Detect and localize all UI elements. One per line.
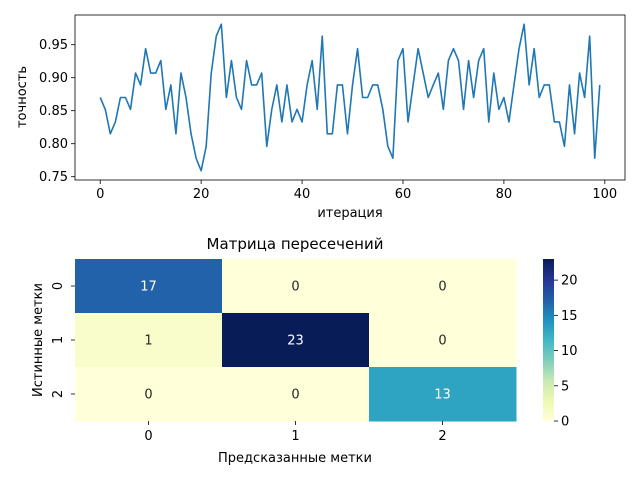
line-chart-x-tick-label: 100 (592, 187, 617, 202)
line-chart-x-tick-label: 20 (193, 187, 210, 202)
heatmap-cell (369, 259, 517, 314)
heatmap-cell-label: 0 (144, 388, 152, 403)
line-chart-x-tick-label: 0 (96, 187, 104, 202)
heatmap-x-axis: 0 1 2 (144, 421, 447, 444)
line-chart-y-tick-label: 0.80 (39, 137, 68, 152)
heatmap-y-tick-label: 1 (51, 336, 66, 344)
colorbar-tick-label: 10 (561, 344, 578, 359)
line-chart-x-label: итерация (317, 206, 382, 221)
line-chart-y-label: точность (15, 66, 30, 128)
line-chart-x-tick-label: 80 (496, 187, 513, 202)
line-chart-x-axis: 0 20 40 60 80 100 (96, 180, 617, 202)
heatmap-y-label: Истинные метки (31, 283, 46, 397)
heatmap-y-axis: 0 1 2 (51, 282, 75, 398)
colorbar-tick-label: 0 (561, 415, 569, 430)
colorbar-tick-label: 15 (561, 309, 578, 324)
line-chart-y-tick-label: 0.95 (39, 38, 68, 53)
heatmap-y-tick-label: 0 (51, 282, 66, 290)
line-chart-x-tick-label: 40 (294, 187, 311, 202)
heatmap-cell-label: 0 (438, 280, 446, 295)
line-chart-x-tick-label: 60 (395, 187, 412, 202)
colorbar-axis: 0 5 10 15 20 (554, 274, 578, 430)
line-chart-y-tick-label: 0.90 (39, 71, 68, 86)
heatmap-cell-label: 1 (144, 334, 152, 349)
heatmap-cell-label: 23 (287, 334, 304, 349)
colorbar-tick-label: 5 (561, 379, 569, 394)
heatmap-cell (75, 259, 223, 314)
heatmap-cell-label: 0 (291, 280, 299, 295)
heatmap-cell (222, 367, 370, 422)
colorbar-tick-label: 20 (561, 274, 578, 289)
heatmap-cell (369, 313, 517, 368)
heatmap-x-label: Предсказанные метки (218, 451, 372, 466)
heatmap-cell (75, 313, 223, 368)
heatmap-x-tick-label: 1 (291, 429, 299, 444)
heatmap-x-tick-label: 0 (144, 429, 152, 444)
heatmap-cell (222, 259, 370, 314)
heatmap-cell (222, 313, 370, 368)
line-chart-plot-area (74, 14, 626, 181)
line-series-accuracy (99, 23, 601, 172)
heatmap-cell-label: 17 (140, 280, 157, 295)
heatmap-cells (75, 259, 517, 422)
line-chart-y-axis: 0.75 0.80 0.85 0.90 0.95 (39, 38, 75, 185)
colorbar (543, 259, 554, 421)
line-chart: 0 20 40 60 80 100 0.75 0.80 0.85 0.90 0.95 итерац… (15, 14, 626, 221)
heatmap-cell (75, 367, 223, 422)
heatmap-x-tick-label: 2 (438, 429, 446, 444)
heatmap-title: Матрица пересечений (207, 235, 384, 253)
line-chart-y-tick-label: 0.85 (39, 104, 68, 119)
heatmap-cell-label: 0 (291, 388, 299, 403)
line-chart-y-tick-label: 0.75 (39, 170, 68, 185)
heatmap-cell-label: 0 (438, 334, 446, 349)
heatmap-chart: Матрица пересечений 17 0 0 1 23 0 0 0 13 0 1 2 0 1 2… (31, 235, 578, 466)
heatmap-cell (369, 367, 517, 422)
heatmap-cell-label: 13 (434, 388, 451, 403)
heatmap-y-tick-label: 2 (51, 390, 66, 398)
heatmap-cell-labels: 17 0 0 1 23 0 0 0 13 (140, 280, 451, 403)
